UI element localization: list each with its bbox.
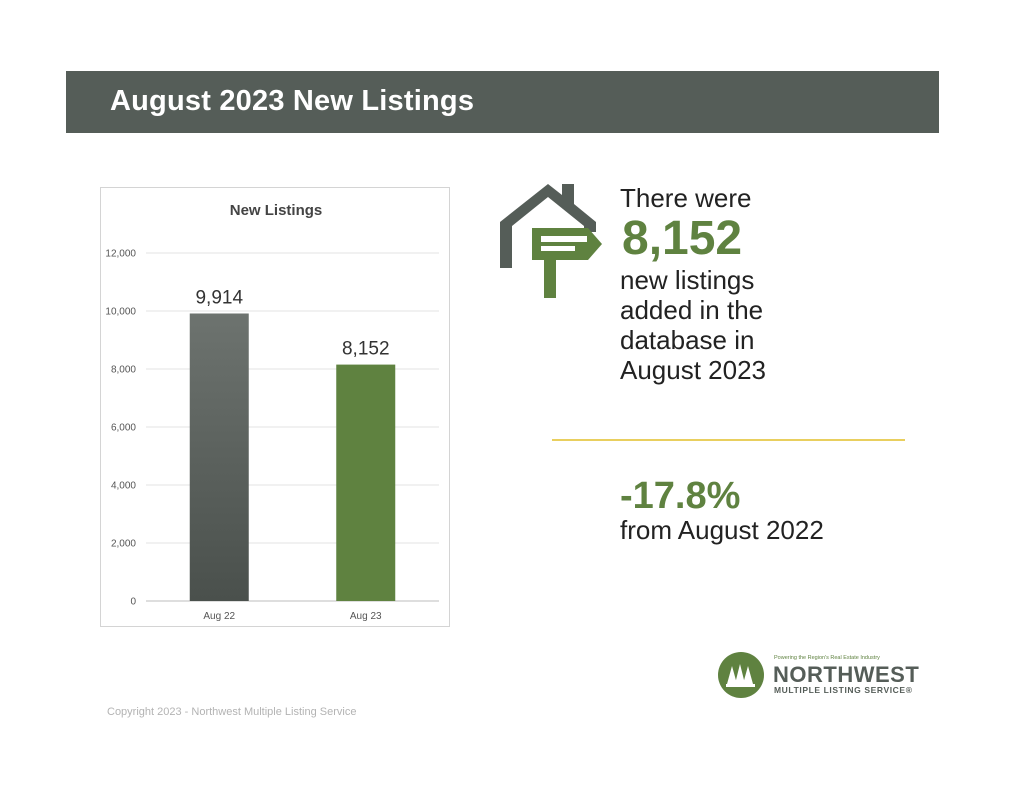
x-tick-label: Aug 23	[350, 611, 382, 622]
bar-aug-22	[189, 313, 249, 601]
data-label: 8,152	[342, 339, 390, 360]
bar-aug-23	[336, 364, 396, 601]
stat-line-2: new listings	[620, 265, 755, 295]
registered-mark: ®	[905, 685, 913, 695]
trees-icon	[726, 664, 755, 687]
y-tick-label: 6,000	[111, 423, 136, 434]
chart-svg: New Listings 0 2,000 4,000 6,000 8,000 10,000 1…	[105, 202, 439, 622]
logo-tagline: Powering the Region's Real Estate Indust…	[774, 655, 880, 661]
divider	[552, 439, 905, 441]
stat-line-4: database in	[620, 325, 755, 355]
data-label: 9,914	[195, 287, 243, 308]
y-tick-label: 12,000	[105, 249, 136, 260]
y-tick-label: 0	[130, 597, 136, 608]
change-caption: from August 2022	[620, 515, 824, 545]
logo-mark	[718, 652, 764, 698]
stat-value: 8,152	[622, 212, 743, 265]
logo-subname-text: MULTIPLE LISTING SERVICE	[774, 685, 906, 695]
logo-subname: MULTIPLE LISTING SERVICE®	[774, 685, 913, 695]
stat-line-3: added in the	[620, 295, 764, 325]
stat-line-5: August 2023	[620, 355, 767, 385]
stat-intro: There were	[620, 183, 752, 213]
new-listings-chart: New Listings 0 2,000 4,000 6,000 8,000 10,000 1…	[100, 187, 450, 627]
nwmls-logo: Powering the Region's Real Estate Indust…	[718, 650, 920, 700]
y-tick-label: 4,000	[111, 481, 136, 492]
house-signpost-icon	[500, 184, 602, 298]
chart-title: New Listings	[230, 202, 323, 219]
logo-name: NORTHWEST	[773, 662, 920, 687]
y-tick-label: 8,000	[111, 365, 136, 376]
title-banner: August 2023 New Listings	[66, 71, 939, 133]
page-title: August 2023 New Listings	[110, 85, 475, 117]
copyright: Copyright 2023 - Northwest Multiple List…	[107, 706, 357, 718]
y-tick-label: 10,000	[105, 307, 136, 318]
stat-block: There were 8,152 new listings added in t…	[620, 183, 766, 385]
change-percent: -17.8%	[620, 475, 741, 517]
y-tick-label: 2,000	[111, 539, 136, 550]
x-tick-label: Aug 22	[203, 611, 235, 622]
